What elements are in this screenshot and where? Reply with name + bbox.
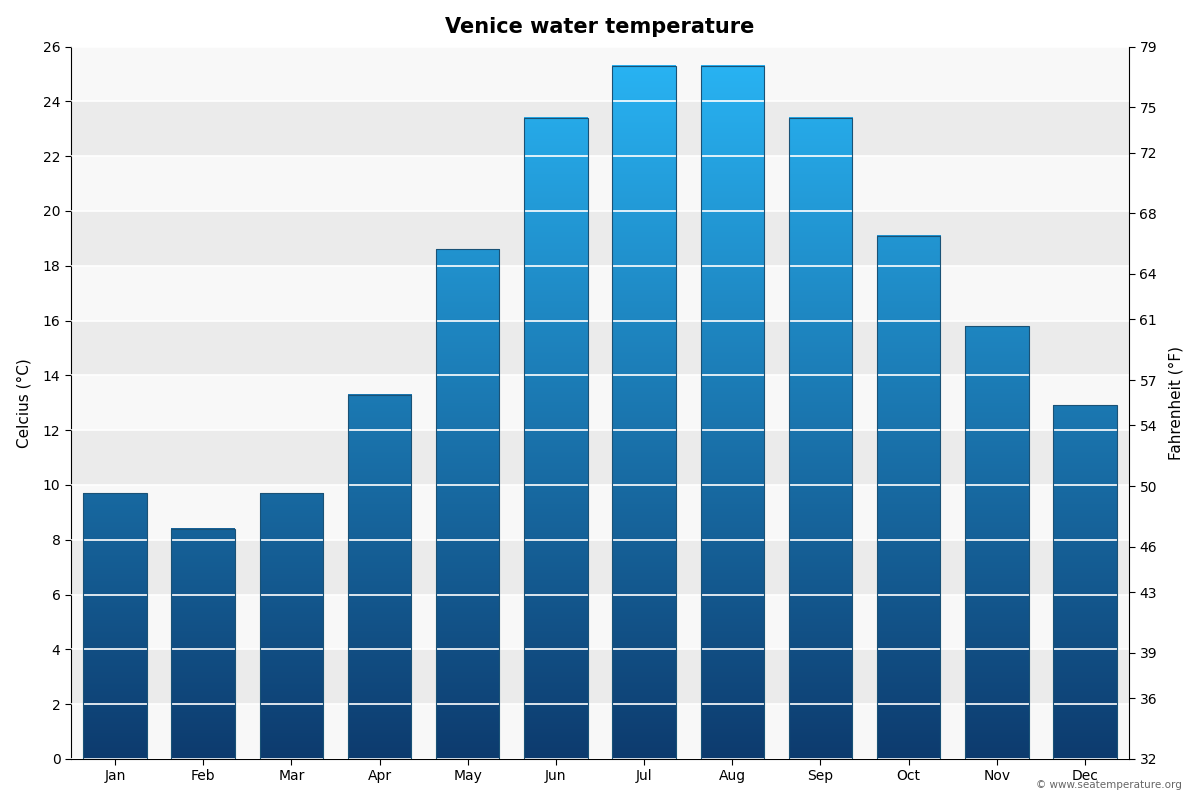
Bar <box>612 66 676 759</box>
Y-axis label: Fahrenheit (°F): Fahrenheit (°F) <box>1169 346 1183 460</box>
Bar <box>348 394 412 759</box>
Y-axis label: Celcius (°C): Celcius (°C) <box>17 358 31 448</box>
Bar <box>524 118 588 759</box>
Bar <box>172 529 235 759</box>
Bar <box>436 250 499 759</box>
Bar <box>83 493 146 759</box>
Text: © www.seatemperature.org: © www.seatemperature.org <box>1036 781 1182 790</box>
Bar <box>1054 406 1117 759</box>
Bar <box>71 430 1129 485</box>
Title: Venice water temperature: Venice water temperature <box>445 17 755 37</box>
Bar <box>71 321 1129 375</box>
Bar <box>71 211 1129 266</box>
Bar <box>877 236 941 759</box>
Bar <box>965 326 1028 759</box>
Bar <box>259 493 323 759</box>
Bar <box>71 704 1129 759</box>
Bar <box>71 375 1129 430</box>
Bar <box>701 66 764 759</box>
Bar <box>71 102 1129 156</box>
Bar <box>71 266 1129 321</box>
Bar <box>71 485 1129 540</box>
Bar <box>71 594 1129 650</box>
Bar <box>788 118 852 759</box>
Bar <box>71 650 1129 704</box>
Bar <box>71 540 1129 594</box>
Bar <box>71 46 1129 102</box>
Bar <box>71 156 1129 211</box>
